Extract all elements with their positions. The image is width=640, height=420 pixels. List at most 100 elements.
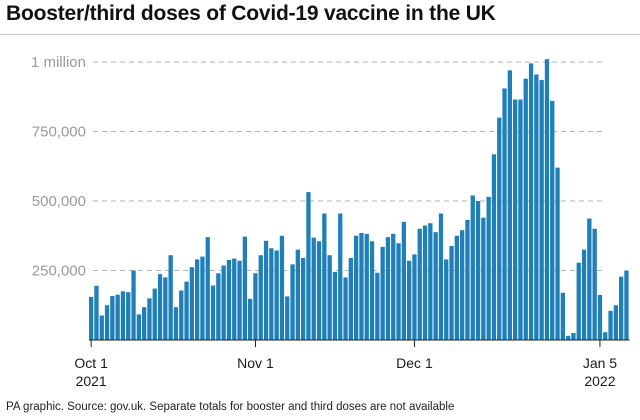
bar [438,213,444,340]
bar [497,117,502,340]
chart-title: Booster/third doses of Covid-19 vaccine … [6,2,496,25]
y-tick-label: 250,000 [32,263,86,280]
bar [359,232,364,340]
bar [311,237,316,340]
bar [253,273,258,340]
x-axis-ticks: Oct 1 2021 Nov 1 Dec 1 Jan 5 2022 [74,340,617,389]
bar [279,235,285,340]
bar [210,285,216,340]
bar [104,305,110,340]
x-tick-label: Oct 1 [74,355,108,371]
bar [486,196,491,340]
bar [242,236,247,340]
bar [221,265,226,340]
bar [534,74,539,340]
source-note: PA graphic. Source: gov.uk. Separate tot… [6,401,455,413]
bar [322,213,327,340]
bar [608,310,613,340]
bar [523,78,528,341]
bar [157,274,163,340]
bar [502,88,507,340]
bar [195,259,200,340]
bar [507,70,512,340]
bar [152,288,157,340]
bar [550,100,555,340]
bar [274,250,279,340]
bar [581,249,587,340]
bar [200,256,205,340]
bar [460,230,465,340]
bar [354,235,359,340]
bar [126,292,131,340]
bar [316,241,322,340]
bar [603,332,608,340]
bar [232,258,237,340]
bar [306,192,311,340]
x-tick-year: 2021 [76,373,107,389]
bar [285,296,290,340]
bar [470,195,475,340]
y-axis-ticks: 250,000 500,000 750,000 1 million [31,54,86,280]
bar [136,314,141,340]
bar [433,232,438,340]
bar [348,257,353,340]
bar [444,259,449,340]
bar [89,296,94,340]
gridlines [93,61,603,271]
x-tick-label: Dec 1 [396,355,433,371]
y-tick-label: 500,000 [32,193,86,210]
bar-chart: 250,000 500,000 750,000 1 million Oct 1 2021… [31,54,630,389]
x-tick-label: Jan 5 [583,355,617,371]
bar [566,335,571,340]
bar [375,272,380,340]
bar [142,307,147,340]
bar [94,285,99,340]
bar [513,99,518,340]
bar [173,307,179,340]
bar [364,233,369,340]
bar [258,255,263,340]
bar [560,292,565,340]
bar [465,219,470,340]
bar [369,241,375,340]
title-divider [0,34,640,35]
bar [619,276,624,340]
bar [263,240,269,340]
bar [571,333,576,340]
bar [120,291,126,340]
bar [216,273,221,340]
bar [576,262,581,340]
bar [248,298,253,340]
bar [518,99,523,340]
bar [407,260,412,340]
bar [327,255,332,340]
bar [205,237,210,340]
bar [163,277,168,340]
bar [115,294,120,340]
bars [89,59,629,341]
bar [338,213,343,340]
bar [385,237,391,340]
bar [332,271,338,340]
bar [481,217,486,340]
bar [99,315,104,340]
bar [269,248,274,340]
bar [528,63,534,340]
y-tick-label: 1 million [31,54,86,71]
bar [491,154,497,340]
bar [396,243,401,340]
bar [168,255,173,340]
bar [179,290,184,340]
bar [131,270,136,340]
bar [454,235,459,340]
bar [110,296,115,340]
bar [587,218,592,340]
bar [592,228,597,340]
x-tick-year: 2022 [584,373,615,389]
bar [422,225,428,340]
bar [449,246,454,340]
bar [417,228,422,340]
bar [189,267,194,340]
bar [343,277,348,340]
bar [624,270,629,340]
